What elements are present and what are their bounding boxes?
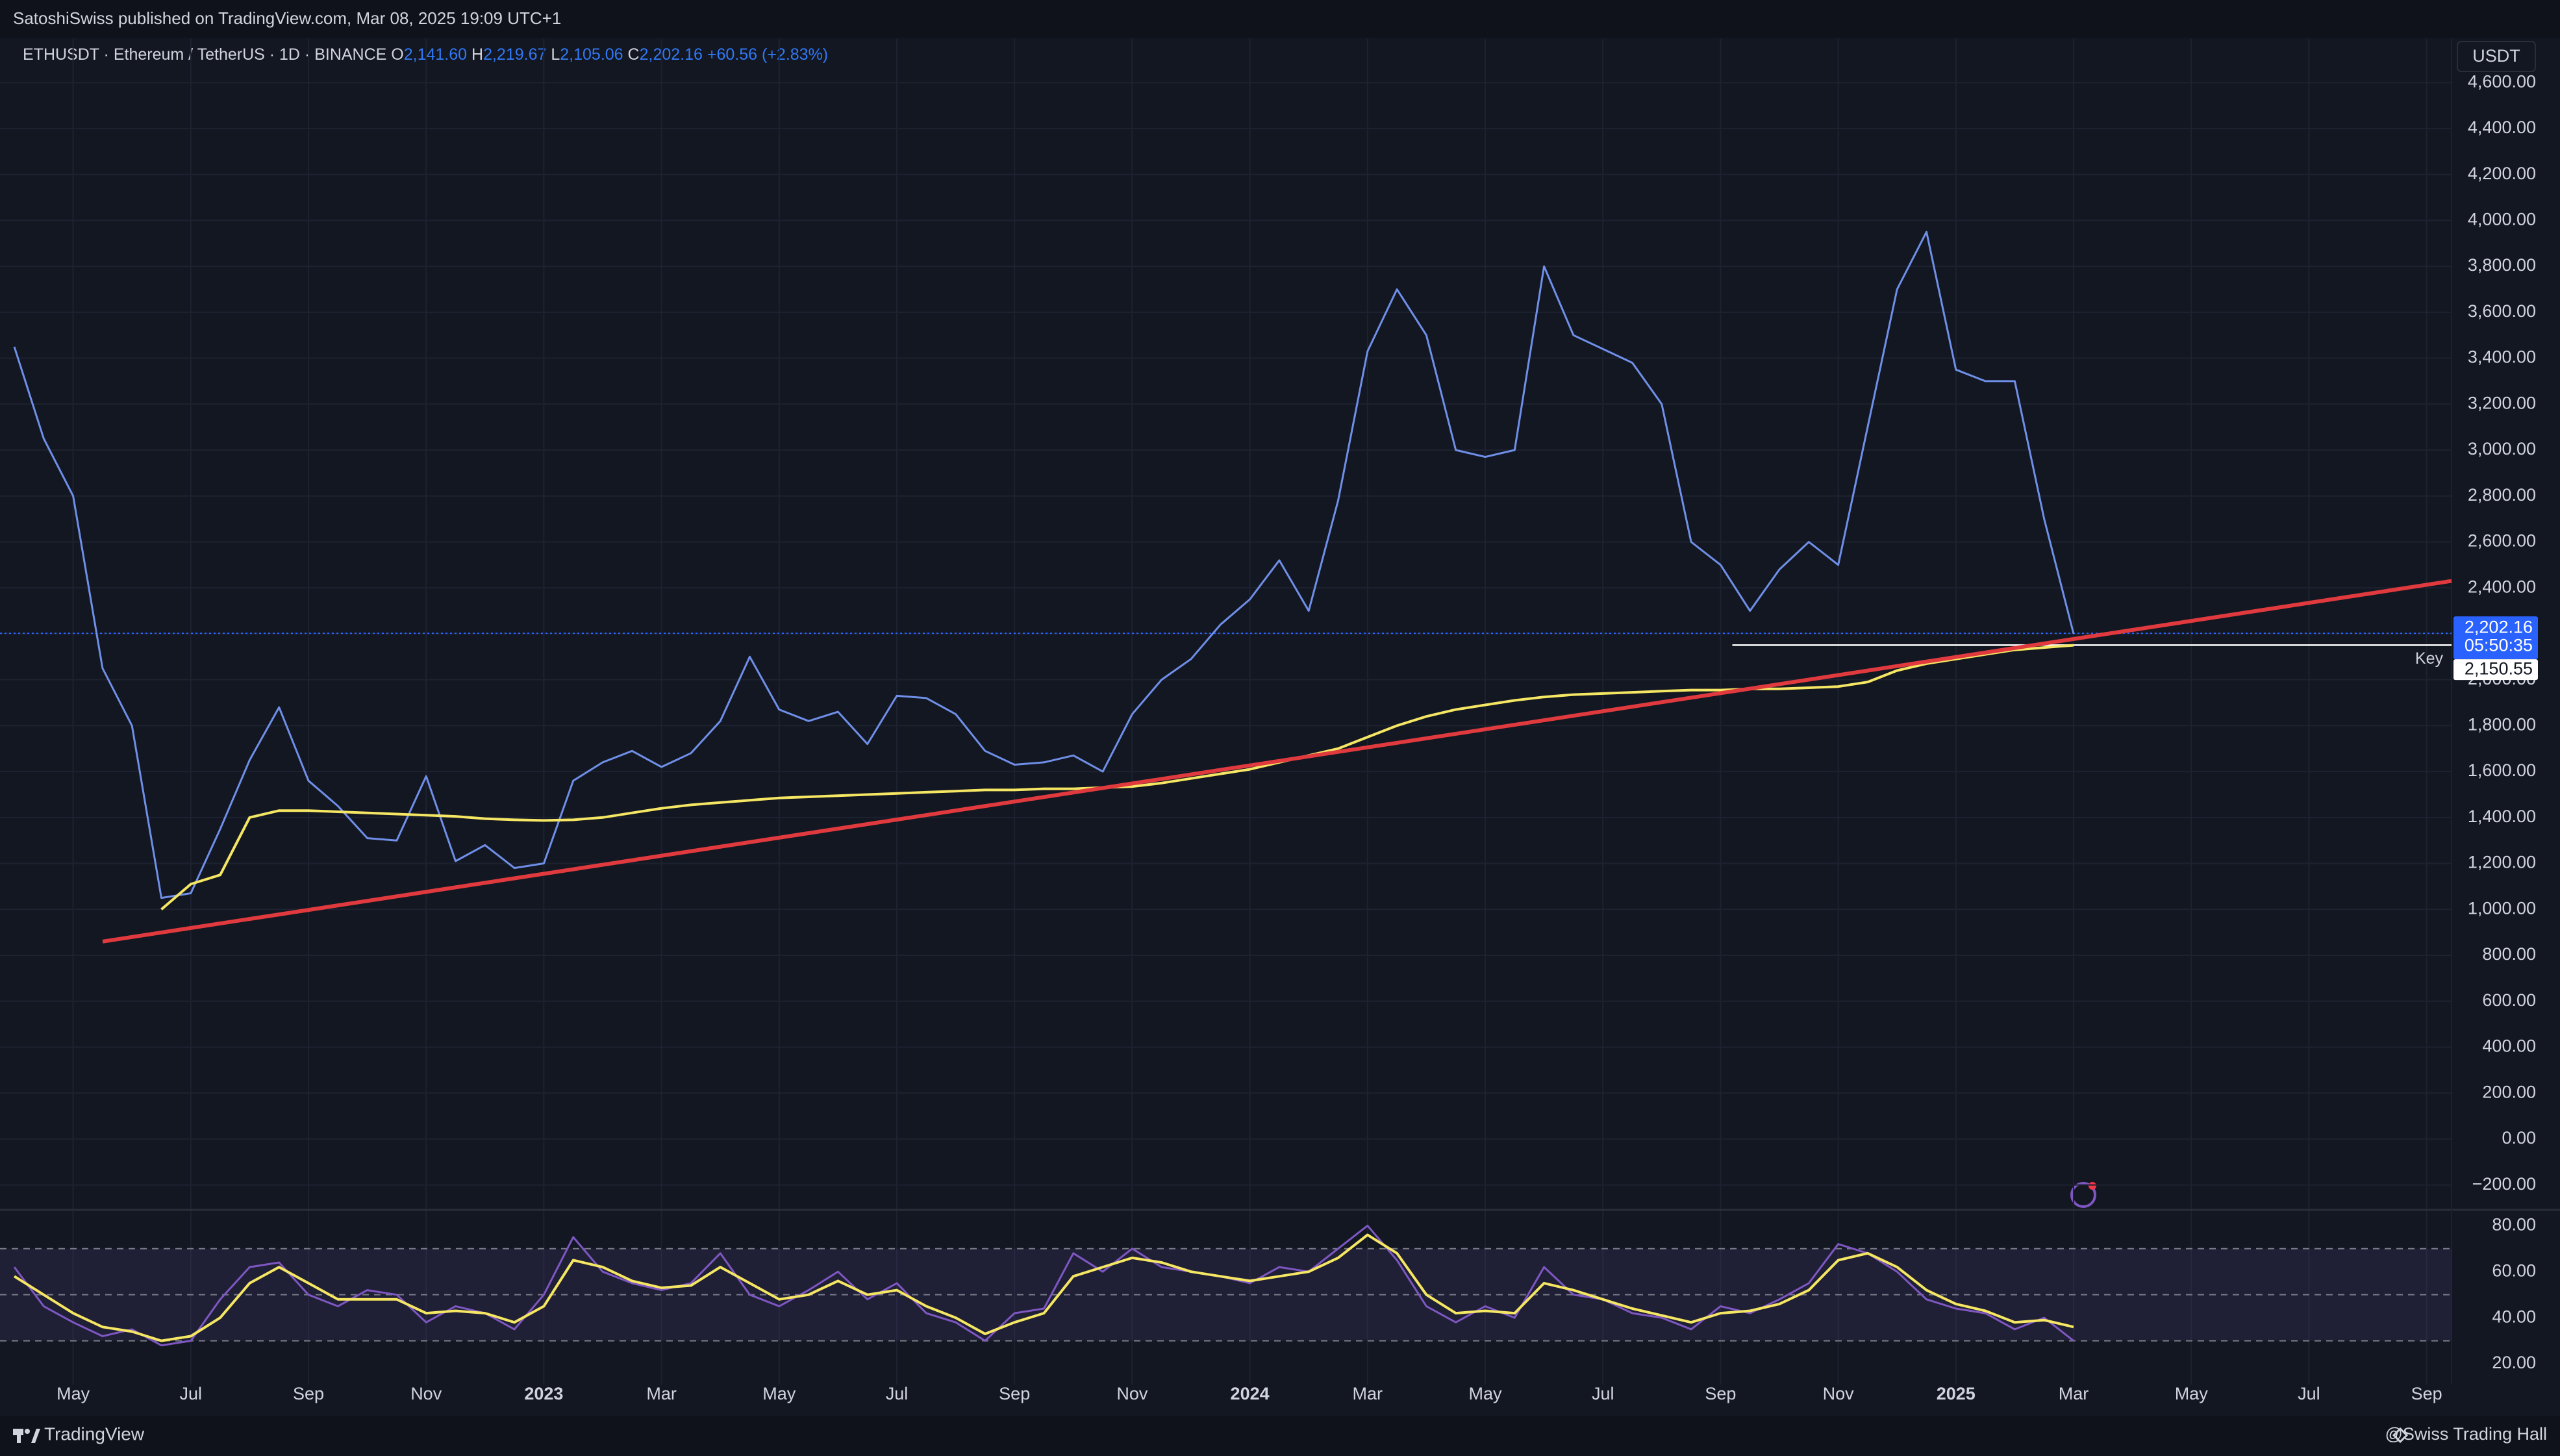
x-tick-label: Jul xyxy=(886,1384,909,1403)
x-tick-label: Mar xyxy=(646,1384,677,1403)
y-tick-label: 200.00 xyxy=(2482,1082,2536,1101)
y-tick-label: 3,600.00 xyxy=(2468,301,2536,321)
x-tick-label: Sep xyxy=(2411,1384,2442,1403)
axis-unit: USDT xyxy=(2472,46,2520,66)
h-value: 2,219.67 xyxy=(483,45,546,64)
y-tick-label: −200.00 xyxy=(2472,1174,2536,1194)
x-tick-label: Jul xyxy=(1592,1384,1614,1403)
x-tick-label: 2023 xyxy=(524,1384,563,1403)
trendline xyxy=(102,579,2452,944)
rsi-tick-label: 80.00 xyxy=(2492,1214,2536,1234)
x-tick-label: Jul xyxy=(180,1384,203,1403)
y-tick-label: 0.00 xyxy=(2502,1128,2536,1148)
c-value: 2,202.16 xyxy=(640,45,703,64)
countdown: 05:50:35 xyxy=(2465,635,2533,655)
y-tick-label: 3,200.00 xyxy=(2468,393,2536,412)
y-tick-label: 1,600.00 xyxy=(2468,760,2536,780)
y-tick-label: 2,600.00 xyxy=(2468,531,2536,551)
l-label: L xyxy=(551,45,560,64)
rsi-band xyxy=(0,1248,2452,1341)
x-tick-label: May xyxy=(1468,1384,1502,1403)
x-tick-label: Nov xyxy=(1116,1384,1148,1403)
main-line xyxy=(13,231,2075,899)
x-tick-label: Jul xyxy=(2298,1384,2320,1403)
o-value: 2,141.60 xyxy=(404,45,467,64)
y-tick-label: 1,200.00 xyxy=(2468,853,2536,872)
alert-dot xyxy=(2089,1182,2096,1190)
unit-box xyxy=(2457,41,2536,72)
change: +60.56 (+2.83%) xyxy=(707,45,828,64)
x-tick-label: Nov xyxy=(410,1384,442,1403)
rsi-tick-label: 60.00 xyxy=(2492,1261,2536,1280)
key-level-label: 2,150.55 xyxy=(2465,659,2533,678)
y-tick-label: 3,400.00 xyxy=(2468,347,2536,367)
y-tick-label: 2,400.00 xyxy=(2468,577,2536,596)
c-label: C xyxy=(628,45,640,64)
header-bar xyxy=(0,0,2560,38)
x-tick-label: May xyxy=(56,1384,90,1403)
y-tick-label: 3,800.00 xyxy=(2468,255,2536,275)
y-tick-label: 1,800.00 xyxy=(2468,714,2536,734)
x-tick-label: Mar xyxy=(1353,1384,1383,1403)
y-tick-label: 600.00 xyxy=(2482,990,2536,1010)
rsi-tick-label: 40.00 xyxy=(2492,1307,2536,1326)
x-tick-label: 2025 xyxy=(1937,1384,1976,1403)
x-tick-label: Nov xyxy=(1823,1384,1855,1403)
x-tick-label: Sep xyxy=(293,1384,324,1403)
y-tick-label: 400.00 xyxy=(2482,1036,2536,1056)
l-value: 2,105.06 xyxy=(560,45,623,64)
author-icon xyxy=(2392,1427,2409,1444)
alert-icon[interactable] xyxy=(2070,1182,2096,1208)
footer-bar xyxy=(0,1416,2560,1456)
y-tick-label: 4,000.00 xyxy=(2468,209,2536,229)
tv-logo xyxy=(13,1429,40,1443)
h-label: H xyxy=(471,45,483,64)
x-tick-label: Sep xyxy=(999,1384,1030,1403)
y-tick-label: 2,800.00 xyxy=(2468,485,2536,505)
x-tick-label: Mar xyxy=(2059,1384,2089,1403)
y-tick-label: 3,000.00 xyxy=(2468,439,2536,458)
o-label: O xyxy=(391,45,403,64)
x-tick-label: May xyxy=(2175,1384,2209,1403)
last-price-box xyxy=(2453,616,2538,660)
last-price-label: 2,202.16 xyxy=(2465,617,2533,636)
rsi-tick-label: 20.00 xyxy=(2492,1353,2536,1372)
y-tick-label: 4,400.00 xyxy=(2468,118,2536,137)
y-tick-label: 800.00 xyxy=(2482,944,2536,964)
key-level-name: Key xyxy=(2415,649,2444,668)
author: @Swiss Trading Hall xyxy=(2385,1424,2548,1444)
ma-line xyxy=(13,1233,2074,1342)
x-tick-label: Sep xyxy=(1705,1384,1736,1403)
y-tick-label: 1,000.00 xyxy=(2468,898,2536,918)
legend: ETHUSDT · Ethereum / TetherUS · 1D · BIN… xyxy=(23,45,828,64)
key-level-box xyxy=(2453,659,2538,681)
main-line xyxy=(13,1224,2074,1347)
brand: TradingView xyxy=(44,1424,145,1444)
y-tick-label: 1,400.00 xyxy=(2468,807,2536,826)
y-tick-label: 4,600.00 xyxy=(2468,71,2536,91)
x-tick-label: May xyxy=(762,1384,796,1403)
publisher: SatoshiSwiss published on TradingView.co… xyxy=(13,8,561,28)
symbol: ETHUSDT · Ethereum / TetherUS · 1D · BIN… xyxy=(23,45,386,64)
y-tick-label: 4,200.00 xyxy=(2468,164,2536,183)
x-tick-label: 2024 xyxy=(1231,1384,1270,1403)
